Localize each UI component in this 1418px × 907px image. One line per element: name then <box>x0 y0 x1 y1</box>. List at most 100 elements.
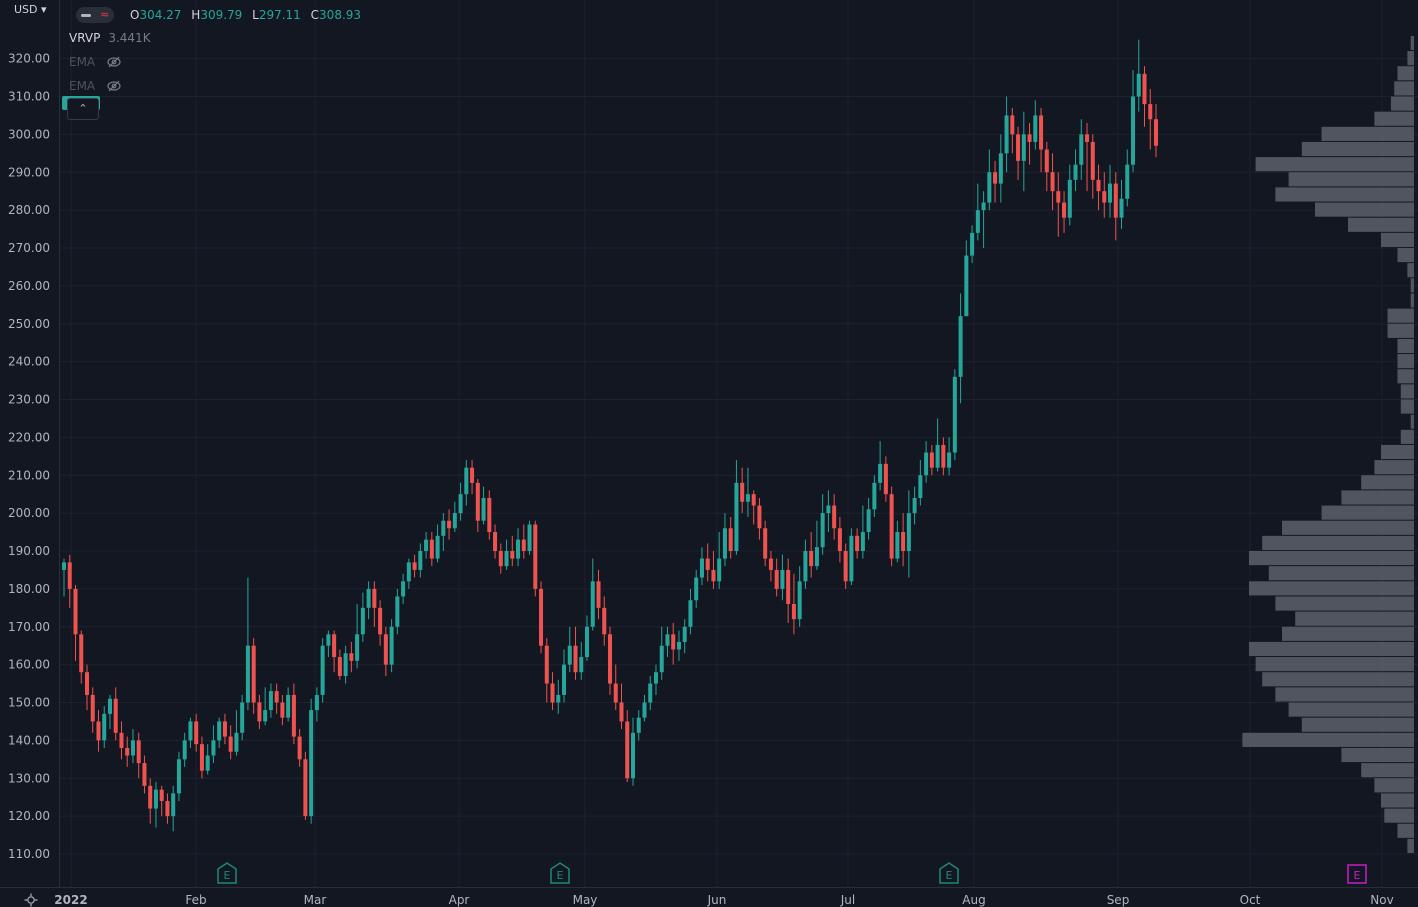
candle-body <box>780 569 785 589</box>
settings-gear-icon[interactable] <box>24 893 38 907</box>
candle-body <box>136 740 141 764</box>
volume-profile-bar <box>1295 611 1414 626</box>
volume-profile-bar <box>1397 354 1414 369</box>
candle-body <box>918 475 923 498</box>
candle-body <box>659 645 664 673</box>
close-label: C <box>310 8 320 22</box>
earnings-label: E <box>1354 869 1361 882</box>
close-value: 308.93 <box>319 8 362 22</box>
candle-body <box>1113 183 1118 218</box>
price-tick-label: 220.00 <box>8 430 50 444</box>
candle-body <box>705 558 710 570</box>
candle-body <box>1073 164 1078 180</box>
volume-profile-bar <box>1397 369 1414 384</box>
collapse-legend-button[interactable]: ⌃ <box>67 98 99 120</box>
candle-body <box>751 494 756 506</box>
volume-profile-bar <box>1301 141 1414 157</box>
price-tick-label: 170.00 <box>8 620 50 634</box>
volume-profile-bar <box>1381 793 1414 808</box>
candle-body <box>355 634 360 661</box>
candle-body <box>550 683 555 703</box>
volume-profile-bar <box>1390 96 1414 111</box>
candle-body <box>573 645 578 673</box>
candle-body <box>935 444 940 468</box>
indicator-value: 3.441K <box>108 31 151 45</box>
price-axis[interactable]: 110.00 120.00 130.00 140.00 150.00 160.00 170.… <box>8 52 50 861</box>
candle-body <box>1085 134 1090 142</box>
candle-body <box>280 702 285 718</box>
chart-style-toggle[interactable]: ≈ <box>76 7 114 23</box>
price-tick-label: 200.00 <box>8 506 50 520</box>
volume-profile-bar <box>1397 248 1414 263</box>
high-label: H <box>191 8 201 22</box>
candle-body <box>964 255 969 317</box>
volume-profile-bar <box>1255 657 1414 672</box>
candle-body <box>1021 134 1026 161</box>
indicator-ema-1[interactable]: EMA <box>69 55 121 69</box>
candle-body <box>636 717 641 733</box>
volume-profile-bar <box>1407 263 1414 278</box>
volume-profile-bar <box>1249 641 1414 657</box>
candle-body <box>539 588 544 646</box>
candle-body <box>722 528 727 559</box>
price-tick-label: 290.00 <box>8 165 50 179</box>
candle-body <box>975 210 980 233</box>
candle-body <box>107 698 112 714</box>
candle-body <box>728 528 733 551</box>
candle-body <box>297 736 302 760</box>
candle-body <box>803 551 808 582</box>
indicator-ema-2[interactable]: EMA <box>69 79 121 93</box>
candle-body <box>757 505 762 529</box>
candle-body <box>734 482 739 551</box>
candle-body <box>740 482 745 502</box>
earnings-label: E <box>224 869 231 882</box>
line-style-icon <box>80 13 91 17</box>
candle-body <box>372 588 377 608</box>
earnings-badge <box>217 862 237 884</box>
time-tick-label: Aug <box>962 893 985 907</box>
candle-body <box>447 520 452 529</box>
candle-body <box>176 759 181 794</box>
time-tick-label: Feb <box>185 893 206 907</box>
candle-body <box>130 740 135 756</box>
candle-body <box>1010 115 1015 135</box>
candle-body <box>498 551 503 567</box>
currency-selector[interactable]: USD ▾ <box>14 3 47 16</box>
candle-body <box>73 588 78 635</box>
volume-profile-bar <box>1341 747 1414 763</box>
candle-body <box>470 467 475 483</box>
volume-profile-bar <box>1407 838 1414 853</box>
open-value: 304.27 <box>139 8 182 22</box>
candle-body <box>326 634 331 646</box>
volume-profile <box>1242 35 1414 853</box>
eye-hidden-icon[interactable] <box>107 80 121 92</box>
price-tick-label: 280.00 <box>8 203 50 217</box>
earnings-label: E <box>946 869 953 882</box>
candle-body <box>872 482 877 510</box>
candle-body <box>452 513 457 529</box>
candle-body <box>125 747 130 756</box>
candle-body <box>860 532 865 551</box>
volume-profile-bar <box>1282 520 1414 535</box>
candle-body <box>366 588 371 608</box>
time-axis[interactable]: 2022 Feb Mar Apr May Jun Jul Aug Sep Oct Nov <box>54 893 1393 907</box>
eye-hidden-icon[interactable] <box>107 56 121 68</box>
grid-lines <box>60 0 1418 887</box>
candle-body <box>464 467 469 495</box>
candle-body <box>1056 191 1061 203</box>
candle-body <box>487 497 492 533</box>
candle-body <box>188 721 193 741</box>
candle-body <box>970 232 975 256</box>
candle-body <box>797 581 802 620</box>
candle-body <box>1125 164 1130 199</box>
time-tick-label: Nov <box>1370 893 1393 907</box>
volume-profile-bar <box>1410 278 1414 293</box>
indicator-vrvp[interactable]: VRVP 3.441K <box>69 31 151 45</box>
earnings-badge <box>939 862 959 884</box>
candle-body <box>234 732 239 752</box>
candle-body <box>1079 134 1084 165</box>
candle-body <box>745 494 750 502</box>
candle-body <box>682 626 687 642</box>
candle-body <box>1130 96 1136 165</box>
